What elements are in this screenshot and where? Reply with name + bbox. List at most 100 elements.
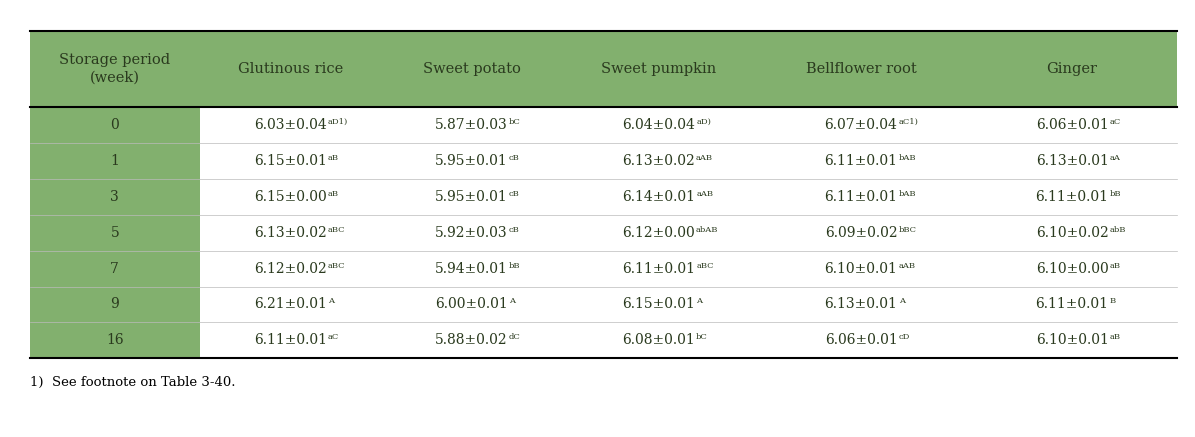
Text: cB: cB	[509, 225, 520, 234]
Text: 6.03±0.04: 6.03±0.04	[253, 118, 326, 132]
Text: 6.14±0.01: 6.14±0.01	[623, 190, 695, 204]
Text: 6.10±0.02: 6.10±0.02	[1036, 225, 1109, 240]
Text: A: A	[697, 298, 703, 305]
Bar	[562, 143, 755, 179]
Bar	[967, 323, 1177, 358]
Bar	[381, 179, 562, 215]
Bar	[967, 107, 1177, 143]
Text: 5.94±0.01: 5.94±0.01	[435, 262, 508, 276]
Text: 6.04±0.04: 6.04±0.04	[623, 118, 695, 132]
Text: dC: dC	[509, 333, 521, 341]
Text: A: A	[899, 298, 905, 305]
Text: 6.15±0.01: 6.15±0.01	[623, 298, 695, 312]
Text: 5.95±0.01: 5.95±0.01	[435, 154, 508, 168]
Text: bB: bB	[1110, 190, 1121, 198]
Text: 6.11±0.01: 6.11±0.01	[825, 154, 897, 168]
Text: 5: 5	[110, 225, 120, 240]
Bar	[967, 179, 1177, 215]
Text: 5.88±0.02: 5.88±0.02	[435, 333, 508, 347]
Bar	[381, 323, 562, 358]
Bar	[200, 179, 381, 215]
Text: aC: aC	[1110, 118, 1121, 126]
Text: 6.13±0.02: 6.13±0.02	[253, 225, 326, 240]
Bar	[967, 215, 1177, 251]
Text: aD1): aD1)	[327, 118, 348, 126]
Bar	[562, 107, 755, 143]
Text: aC: aC	[327, 333, 339, 341]
Bar	[381, 143, 562, 179]
Bar	[562, 323, 755, 358]
Text: 6.08±0.01: 6.08±0.01	[623, 333, 695, 347]
Text: 3: 3	[110, 190, 120, 204]
Bar	[30, 31, 200, 107]
Text: aB: aB	[327, 154, 339, 162]
Bar	[967, 251, 1177, 287]
Text: 5.95±0.01: 5.95±0.01	[435, 190, 508, 204]
Text: Bellflower root: Bellflower root	[805, 62, 917, 76]
Text: aC1): aC1)	[899, 118, 919, 126]
Text: aD): aD)	[697, 118, 711, 126]
Text: 7: 7	[110, 262, 120, 276]
Bar	[30, 215, 200, 251]
Bar	[30, 179, 200, 215]
Bar	[755, 143, 967, 179]
Text: 6.11±0.01: 6.11±0.01	[825, 190, 897, 204]
Text: bC: bC	[697, 333, 707, 341]
Text: bAB: bAB	[899, 190, 917, 198]
Bar	[562, 287, 755, 323]
Text: cB: cB	[509, 154, 520, 162]
Bar	[200, 31, 381, 107]
Bar	[200, 251, 381, 287]
Bar	[755, 287, 967, 323]
Bar	[200, 143, 381, 179]
Bar	[381, 31, 562, 107]
Text: 6.06±0.01: 6.06±0.01	[825, 333, 897, 347]
Bar	[200, 107, 381, 143]
Text: aBC: aBC	[327, 261, 345, 270]
Text: aAB: aAB	[899, 261, 915, 270]
Bar	[30, 251, 200, 287]
Text: 1)  See footnote on Table 3-40.: 1) See footnote on Table 3-40.	[30, 376, 235, 389]
Text: 6.11±0.01: 6.11±0.01	[1036, 190, 1109, 204]
Bar	[755, 179, 967, 215]
Bar	[30, 107, 200, 143]
Text: bC: bC	[509, 118, 521, 126]
Text: 6.10±0.01: 6.10±0.01	[825, 262, 897, 276]
Text: 5.87±0.03: 5.87±0.03	[435, 118, 508, 132]
Text: B: B	[1110, 298, 1116, 305]
Text: 6.10±0.01: 6.10±0.01	[1036, 333, 1109, 347]
Bar	[30, 323, 200, 358]
Bar	[381, 215, 562, 251]
Text: aA: aA	[1110, 154, 1121, 162]
Bar	[200, 323, 381, 358]
Text: aAB: aAB	[697, 190, 713, 198]
Text: aBC: aBC	[327, 225, 345, 234]
Text: aB: aB	[1110, 333, 1121, 341]
Text: Glutinous rice: Glutinous rice	[238, 62, 343, 76]
Text: 6.00±0.01: 6.00±0.01	[435, 298, 508, 312]
Text: A: A	[509, 298, 515, 305]
Bar	[755, 215, 967, 251]
Bar	[562, 179, 755, 215]
Text: 6.07±0.04: 6.07±0.04	[825, 118, 897, 132]
Text: 6.15±0.00: 6.15±0.00	[253, 190, 326, 204]
Bar	[967, 287, 1177, 323]
Text: Storage period
(week): Storage period (week)	[60, 53, 171, 84]
Text: 6.06±0.01: 6.06±0.01	[1036, 118, 1109, 132]
Bar	[30, 143, 200, 179]
Text: 1: 1	[110, 154, 120, 168]
Bar	[967, 31, 1177, 107]
Text: Ginger: Ginger	[1047, 62, 1097, 76]
Bar	[381, 251, 562, 287]
Text: 6.21±0.01: 6.21±0.01	[253, 298, 326, 312]
Text: cB: cB	[509, 190, 520, 198]
Text: 9: 9	[110, 298, 120, 312]
Text: Sweet pumpkin: Sweet pumpkin	[601, 62, 716, 76]
Bar	[755, 251, 967, 287]
Text: 6.11±0.01: 6.11±0.01	[623, 262, 695, 276]
Text: Sweet potato: Sweet potato	[423, 62, 521, 76]
Text: aAB: aAB	[697, 154, 713, 162]
Text: 5.92±0.03: 5.92±0.03	[435, 225, 508, 240]
Text: 6.10±0.00: 6.10±0.00	[1036, 262, 1109, 276]
Text: 6.09±0.02: 6.09±0.02	[825, 225, 897, 240]
